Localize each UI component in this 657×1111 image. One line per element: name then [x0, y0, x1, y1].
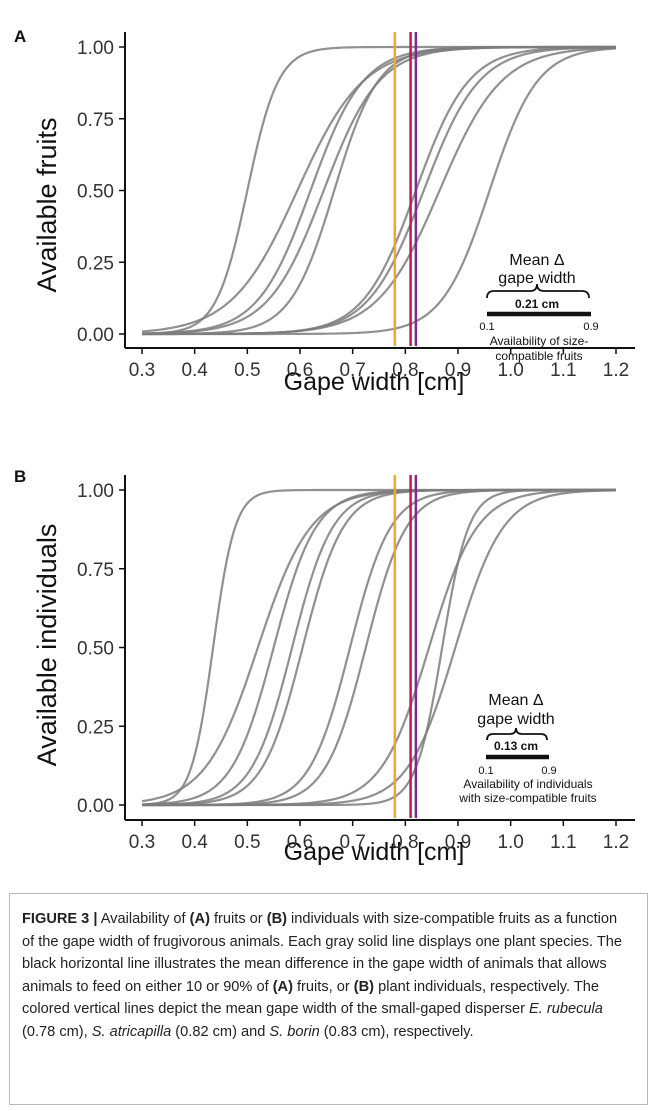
panel-b-x-tick-label-2: 0.4	[181, 832, 208, 853]
panel-a-inset-brace	[486, 283, 590, 299]
caption-panel-a-ref-2: (A)	[272, 978, 293, 995]
panel-b-plot-area: 0.3 0.4 0.5 0.6 0.7 0.8 0.9 1.0 1.1 1.2 0.00 0.25 0.…	[77, 475, 635, 853]
panel-a-inset-caption-line2: compatible fruits	[495, 349, 582, 363]
caption-text-3: individuals with size-compatible fruits …	[22, 911, 623, 995]
panel-b-inset-title-line2: gape width	[477, 711, 554, 728]
panel-b-series-line-10	[142, 489, 617, 807]
panel-b-y-tick-label-5: 1.00	[77, 481, 114, 502]
panel-a-inset-low: 0.1	[479, 321, 494, 333]
panel-a: A Available fruits Gape width [cm] 0.3 0.…	[14, 27, 635, 396]
panel-a-x-tick-label-8: 1.0	[497, 360, 523, 381]
panel-a-x-tick-label-2: 0.4	[181, 360, 208, 381]
panel-a-series-line-9	[142, 47, 617, 336]
panel-b-inset: Mean Δ gape width 0.13 cm 0.1 0.9 Availa…	[458, 692, 596, 805]
panel-b-x-tick-label-10: 1.2	[603, 832, 629, 853]
panel-a-y-tick-label-2: 0.25	[77, 253, 114, 274]
panel-a-y-tick-label-3: 0.50	[77, 182, 114, 203]
panel-a-y-tick-label-5: 1.00	[77, 38, 114, 59]
panel-b-letter: B	[14, 467, 26, 486]
panel-a-x-tick-label-4: 0.6	[287, 360, 313, 381]
panel-b-x-tick-label-7: 0.9	[445, 832, 471, 853]
panel-a-y-axis-label: Available fruits	[32, 117, 62, 292]
panel-a-inset-title-line1: Mean Δ	[509, 252, 564, 269]
panel-b-x-tick-label-4: 0.6	[287, 832, 313, 853]
panel-b-inset-value: 0.13 cm	[494, 739, 538, 753]
panel-a-y-tick-label-1: 0.00	[77, 325, 114, 346]
panel-a-inset: Mean Δ gape width 0.21 cm 0.1 0.9 Availa…	[479, 252, 598, 363]
panel-b-x-tick-label-1: 0.3	[129, 832, 155, 853]
panel-b-inset-caption-line2: with size-compatible fruits	[458, 791, 596, 805]
panel-b-x-tick-label-9: 1.1	[550, 832, 576, 853]
panel-b: B Available individuals Gape width [cm] …	[14, 467, 635, 866]
caption-panel-b-ref: (B)	[266, 911, 287, 927]
panel-a-inset-high: 0.9	[583, 321, 598, 333]
panel-b-x-axis-label: Gape width [cm]	[284, 838, 465, 866]
panel-b-inset-title-line1: Mean Δ	[488, 692, 543, 709]
panel-a-x-tick-label-5: 0.7	[339, 360, 365, 381]
panel-a-x-tick-label-6: 0.8	[392, 360, 418, 381]
caption-species-3: S. borin	[269, 1023, 320, 1040]
panel-a-x-tick-label-3: 0.5	[234, 360, 260, 381]
panel-a-x-tick-label-10: 1.2	[603, 360, 629, 381]
panel-b-inset-brace	[486, 727, 548, 741]
caption-text-7: (0.82 cm) and	[171, 1023, 270, 1040]
caption-panel-b-ref-2: (B)	[353, 978, 375, 995]
panel-a-series-line-2	[141, 45, 616, 333]
panel-a-series-line-5	[142, 45, 616, 336]
panel-a-inset-caption-line1: Availability of size-	[490, 334, 588, 348]
figure-caption: FIGURE 3 | Availability of (A) fruits or…	[9, 893, 648, 1105]
panel-a-x-tick-label-1: 0.3	[129, 360, 155, 381]
panel-a-inset-value: 0.21 cm	[515, 297, 559, 311]
panel-b-x-tick-label-5: 0.7	[339, 832, 365, 853]
panel-b-x-tick-label-3: 0.5	[234, 832, 260, 853]
panel-b-y-tick-label-4: 0.75	[77, 560, 114, 581]
panel-b-inset-high: 0.9	[541, 765, 556, 777]
caption-text-4: fruits, or	[292, 978, 354, 995]
panel-b-x-tick-label-6: 0.8	[392, 832, 418, 853]
caption-text-2: fruits or	[209, 911, 267, 927]
caption-panel-a-ref: (A)	[189, 911, 210, 927]
panel-b-y-axis-label: Available individuals	[32, 524, 62, 767]
panel-a-plot-area: 0.3 0.4 0.5 0.6 0.7 0.8 0.9 1.0 1.1 1.2 0.00 0.25 0.…	[77, 32, 635, 381]
caption-species-2: S. atricapilla	[91, 1023, 172, 1040]
caption-text-5: plant individuals, respectively. The col…	[22, 978, 600, 1018]
panel-b-x-tick-label-8: 1.0	[497, 832, 523, 853]
caption-label: FIGURE 3 |	[22, 911, 98, 927]
panel-a-x-tick-label-7: 0.9	[445, 360, 471, 381]
figure: A Available fruits Gape width [cm] 0.3 0.…	[14, 27, 635, 866]
caption-text-1: Availability of	[97, 911, 190, 927]
panel-a-letter: A	[14, 27, 26, 46]
panel-b-y-tick-label-3: 0.50	[77, 639, 114, 660]
panel-b-inset-low: 0.1	[478, 765, 493, 777]
panel-b-inset-caption-line1: Availability of individuals	[463, 777, 592, 791]
caption-species-1: E. rubecula	[529, 1001, 603, 1018]
panel-b-y-tick-label-2: 0.25	[77, 717, 114, 738]
panel-b-y-tick-label-1: 0.00	[77, 796, 114, 817]
caption-text-8: (0.83 cm), respectively.	[319, 1023, 474, 1040]
panel-a-x-axis-label: Gape width [cm]	[284, 368, 465, 396]
caption-text-6: (0.78 cm),	[22, 1023, 92, 1040]
panel-a-inset-title-line2: gape width	[498, 270, 575, 287]
panel-a-x-tick-label-9: 1.1	[550, 360, 576, 381]
panel-a-y-tick-label-4: 0.75	[77, 110, 114, 131]
